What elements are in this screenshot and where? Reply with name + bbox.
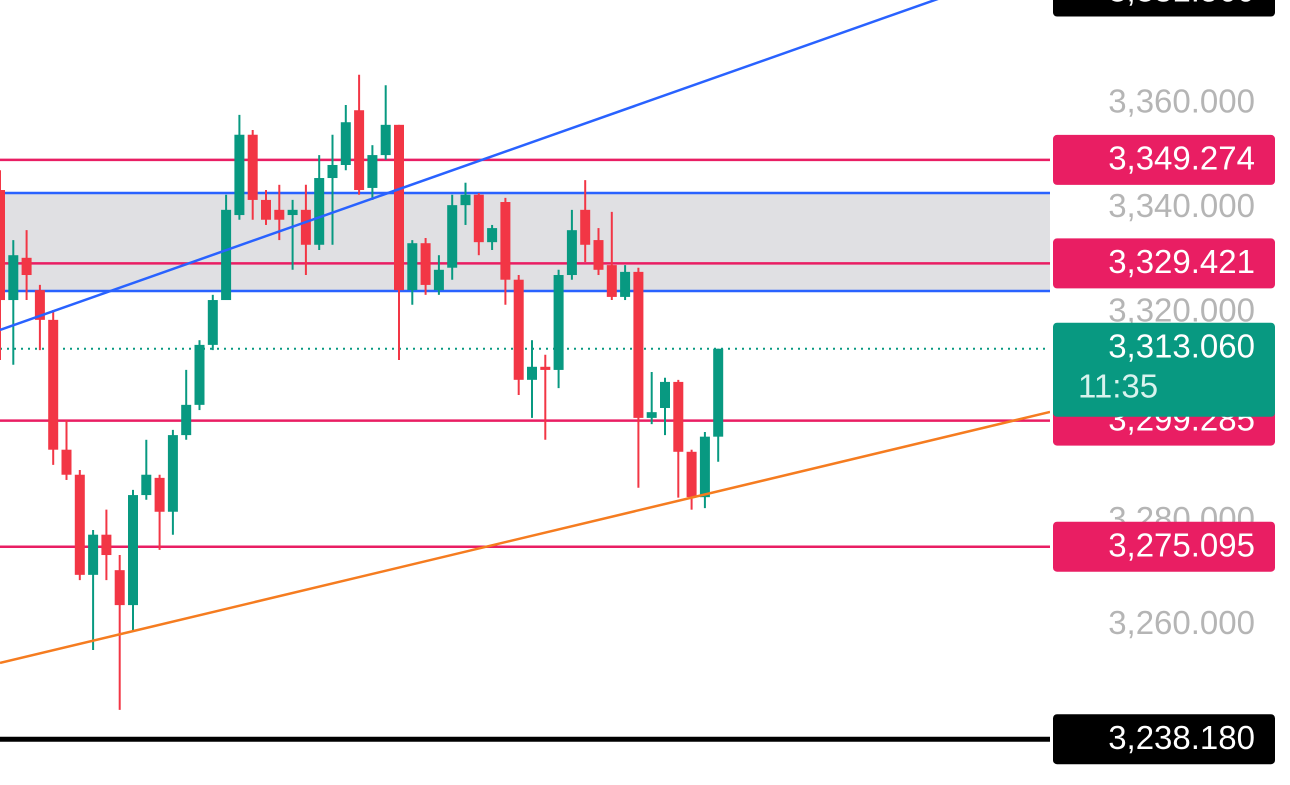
level-label: 3,349.274	[1108, 140, 1255, 177]
y-tick-label: 3,260.000	[1108, 604, 1255, 641]
candle-body	[673, 381, 684, 452]
candle-body	[327, 164, 338, 179]
candle-body	[633, 271, 644, 418]
candle-body	[540, 366, 551, 370]
candle-body	[74, 474, 85, 575]
candle-body	[527, 366, 537, 380]
candle-body	[394, 124, 404, 291]
candle-body	[553, 275, 564, 370]
candle-body	[221, 209, 232, 301]
candle-body	[433, 269, 444, 291]
level-label: 3,238.180	[1108, 719, 1255, 756]
candle-body	[314, 178, 325, 245]
candle-body	[101, 534, 112, 556]
candle-body	[447, 205, 458, 268]
trendline	[0, 410, 1051, 665]
candle-body	[354, 110, 365, 191]
candle-body	[660, 381, 670, 408]
candle-body	[699, 436, 710, 498]
candle-body	[261, 199, 271, 220]
candle-body	[21, 257, 32, 276]
candle-body	[207, 300, 218, 345]
countdown-label: 11:35	[1078, 367, 1158, 404]
candle-body	[340, 122, 351, 165]
candle-body	[580, 209, 591, 245]
current-price-label: 3,313.060	[1108, 327, 1255, 364]
candle-body	[141, 474, 152, 496]
candle-body	[460, 194, 471, 206]
level-label-box	[1053, 0, 1275, 17]
candle-body	[620, 271, 631, 297]
candle-body	[247, 134, 258, 200]
candle-body	[167, 435, 178, 512]
candle-body	[646, 412, 657, 418]
candle-body	[154, 477, 165, 512]
level-label-box	[1053, 714, 1275, 765]
level-label-box	[1053, 134, 1275, 185]
candle-body	[407, 243, 418, 291]
level-label: 3,381.560	[1108, 0, 1255, 8]
candle-body	[686, 451, 697, 498]
candle-body	[48, 319, 59, 450]
candle-body	[473, 194, 484, 243]
candle-body	[713, 348, 724, 437]
candle-body	[274, 209, 285, 220]
candle-body	[34, 290, 45, 320]
candle-body	[300, 209, 311, 245]
current-price-box	[1053, 322, 1275, 417]
y-tick-label: 3,320.000	[1108, 291, 1255, 328]
candle-body	[487, 228, 498, 243]
trendline	[0, 0, 939, 332]
candle-body	[380, 124, 391, 156]
candle-body	[61, 449, 72, 475]
candle-body	[367, 155, 378, 188]
candle-body	[566, 230, 577, 276]
candle-body	[500, 202, 511, 280]
candle-body	[114, 570, 125, 606]
candle-body	[0, 190, 5, 301]
candle-body	[8, 255, 19, 301]
y-tick-label: 3,360.000	[1108, 83, 1255, 120]
level-label-box	[1053, 521, 1275, 572]
candle-body	[593, 240, 604, 270]
candle-body	[88, 534, 99, 575]
level-label: 3,329.421	[1108, 243, 1255, 280]
candle-body	[194, 344, 205, 405]
y-tick-label: 3,340.000	[1108, 187, 1255, 224]
zone	[0, 192, 1050, 291]
candle-body	[606, 265, 617, 297]
candle-body	[181, 404, 192, 436]
candle-body	[234, 134, 245, 216]
level-label-box	[1053, 238, 1275, 289]
candle-body	[287, 209, 298, 216]
level-label: 3,275.095	[1108, 526, 1255, 563]
candle-body	[513, 279, 524, 380]
candle-body	[128, 495, 138, 606]
candle-body	[420, 243, 431, 285]
